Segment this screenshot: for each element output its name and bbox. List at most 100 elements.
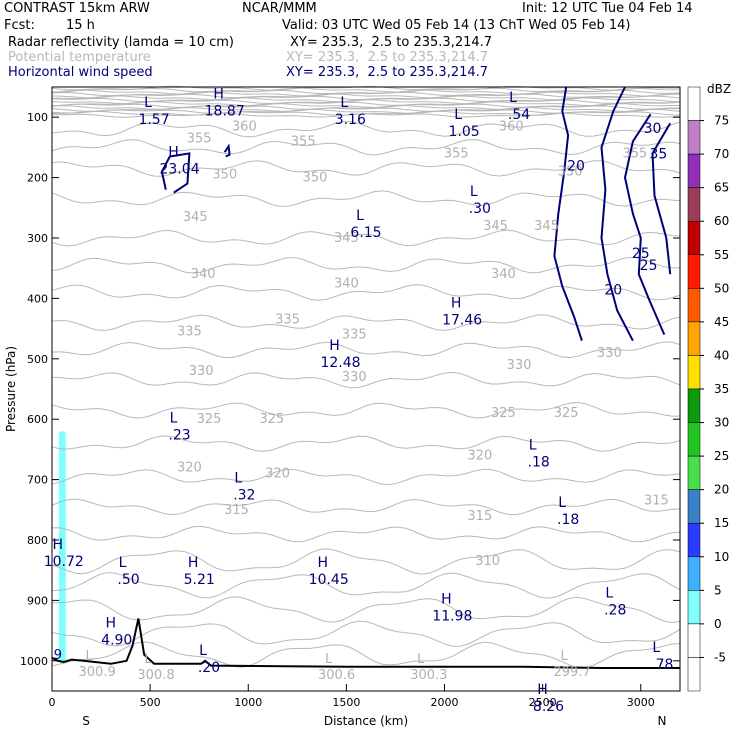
colorbar-segment: [687, 187, 701, 222]
theta-contour-line: [51, 596, 681, 624]
wind-extreme-value: 6.15: [350, 225, 381, 241]
theta-contour-label: 360: [232, 119, 257, 134]
theta-contour-line: [51, 139, 681, 156]
wind-extreme-type: H: [188, 555, 199, 571]
wind-extreme-value: .18: [528, 454, 550, 470]
field-name-reflectivity: Radar reflectivity (lamda = 10 cm): [8, 35, 234, 50]
colorbar-tick-label: 15: [714, 516, 729, 530]
model-title: CONTRAST 15km ARW: [4, 1, 150, 16]
colorbar-segment: [687, 556, 701, 591]
wind-speed-contour: [223, 143, 231, 158]
valid-time: Valid: 03 UTC Wed 05 Feb 14 (13 ChT Wed …: [282, 18, 631, 33]
theta-contour-line: [51, 525, 681, 543]
theta-contour-label: 335: [275, 313, 300, 328]
wind-extreme-value: 10.72: [44, 554, 84, 570]
theta-contour-label: 335: [177, 325, 202, 340]
theta-contour-line: [51, 229, 681, 247]
theta-contour-label: 320: [265, 467, 290, 482]
wind-extreme-type: L: [470, 184, 478, 200]
field-name-theta: Potential temperature: [8, 50, 151, 65]
wind-extreme-value: 3.16: [335, 112, 366, 128]
wind-extreme-value: 1.57: [138, 112, 169, 128]
colorbar-segment: [687, 86, 701, 121]
theta-contour-label: 335: [342, 328, 367, 343]
colorbar-segment: [687, 623, 701, 658]
theta-contour-label: 315: [644, 494, 669, 509]
wind-extreme-value: 4.90: [101, 633, 132, 649]
wind-extreme-value: 5.21: [184, 572, 215, 588]
wind-extreme-type: H: [105, 616, 116, 632]
forecast-hours: 15 h: [66, 18, 95, 33]
colorbar-tick-label: 35: [714, 382, 729, 396]
theta-contour-label: 330: [597, 346, 622, 361]
wind-extreme-type: H: [53, 537, 64, 553]
wind-extreme-value: .18: [557, 512, 579, 528]
theta-contour-line: [51, 101, 681, 107]
theta-contour-label: 325: [197, 412, 222, 427]
theta-extreme-value: 299.7: [553, 665, 590, 680]
theta-contour-label: 350: [303, 171, 328, 186]
theta-contour-line: [51, 106, 681, 112]
wind-extreme-value: .30: [469, 201, 491, 217]
wind-extreme-value: 1.05: [449, 124, 480, 140]
init-time: Init: 12 UTC Tue 04 Feb 14: [522, 1, 693, 16]
wind-extreme-type: L: [144, 95, 152, 111]
wind-extreme-type: L: [454, 107, 462, 123]
colorbar-unit: dBZ: [707, 82, 731, 96]
theta-contour-label: 345: [483, 219, 508, 234]
field-xy-wind: XY= 235.3, 2.5 to 235.3,214.7: [286, 65, 489, 80]
theta-contour-label: 350: [212, 168, 237, 183]
theta-contour-line: [51, 103, 680, 109]
colorbar-tick-label: 5: [714, 583, 722, 597]
org-label: NCAR/MMM: [242, 1, 317, 16]
plot-frame: [51, 86, 681, 692]
wind-speed-contour: [160, 152, 191, 194]
terrain-surface: [51, 618, 680, 669]
theta-contour-line: [51, 91, 681, 97]
wind-contours: [160, 86, 672, 342]
colorbar-tick-label: 20: [714, 483, 729, 497]
wind-extreme-type: L: [356, 208, 364, 224]
theta-contour-line: [51, 468, 681, 486]
colorbar-tick-label: 0: [714, 617, 722, 631]
theta-contour-line: [51, 99, 681, 105]
theta-contour-line: [51, 371, 681, 389]
wind-contour-label: 20: [604, 282, 622, 298]
wind-contour-label: 25: [632, 246, 650, 262]
wind-extreme-type: L: [199, 643, 207, 659]
wind-speed-contour: [600, 86, 634, 342]
theta-contour-line: [51, 401, 681, 419]
wind-extreme-value: .28: [604, 602, 626, 618]
reflectivity-field: [58, 431, 66, 664]
theta-contour-label: 340: [334, 276, 359, 291]
wind-contour-label: 35: [649, 146, 667, 162]
reflectivity-echo: [58, 431, 66, 664]
wind-extreme-value: .50: [117, 572, 139, 588]
theta-contour-line: [51, 256, 681, 274]
theta-contour-line: [51, 498, 681, 516]
theta-contour-label: 330: [342, 370, 367, 385]
y-tick-label: 800: [27, 534, 48, 547]
y-axis-label: Pressure (hPa): [4, 346, 18, 432]
theta-contour-label: 355: [291, 134, 316, 149]
wind-extreme-type: L: [170, 410, 178, 426]
field-name-wind: Horizontal wind speed: [8, 65, 153, 80]
theta-contour-line: [51, 341, 681, 359]
colorbar-tick-label: 30: [714, 416, 729, 430]
y-tick-label: 100: [27, 111, 48, 124]
wind-speed-contour: [651, 122, 672, 275]
theta-contour-label: 325: [259, 412, 284, 427]
colorbar-tick-label: 70: [714, 147, 729, 161]
theta-extreme-type: L: [325, 652, 333, 667]
forecast-label: Fcst:: [4, 18, 35, 33]
colorbar-segment: [687, 288, 701, 323]
colorbar-segment: [687, 422, 701, 457]
wind-extreme-value: 11.98: [432, 608, 472, 624]
theta-extreme-type: L: [144, 652, 152, 667]
theta-contour-label: 330: [507, 358, 532, 373]
wind-extreme-value: .20: [198, 660, 220, 676]
colorbar-tick-label: 50: [714, 281, 729, 295]
wind-speed-contour: [553, 86, 583, 342]
theta-contour-label: 350: [558, 165, 583, 180]
